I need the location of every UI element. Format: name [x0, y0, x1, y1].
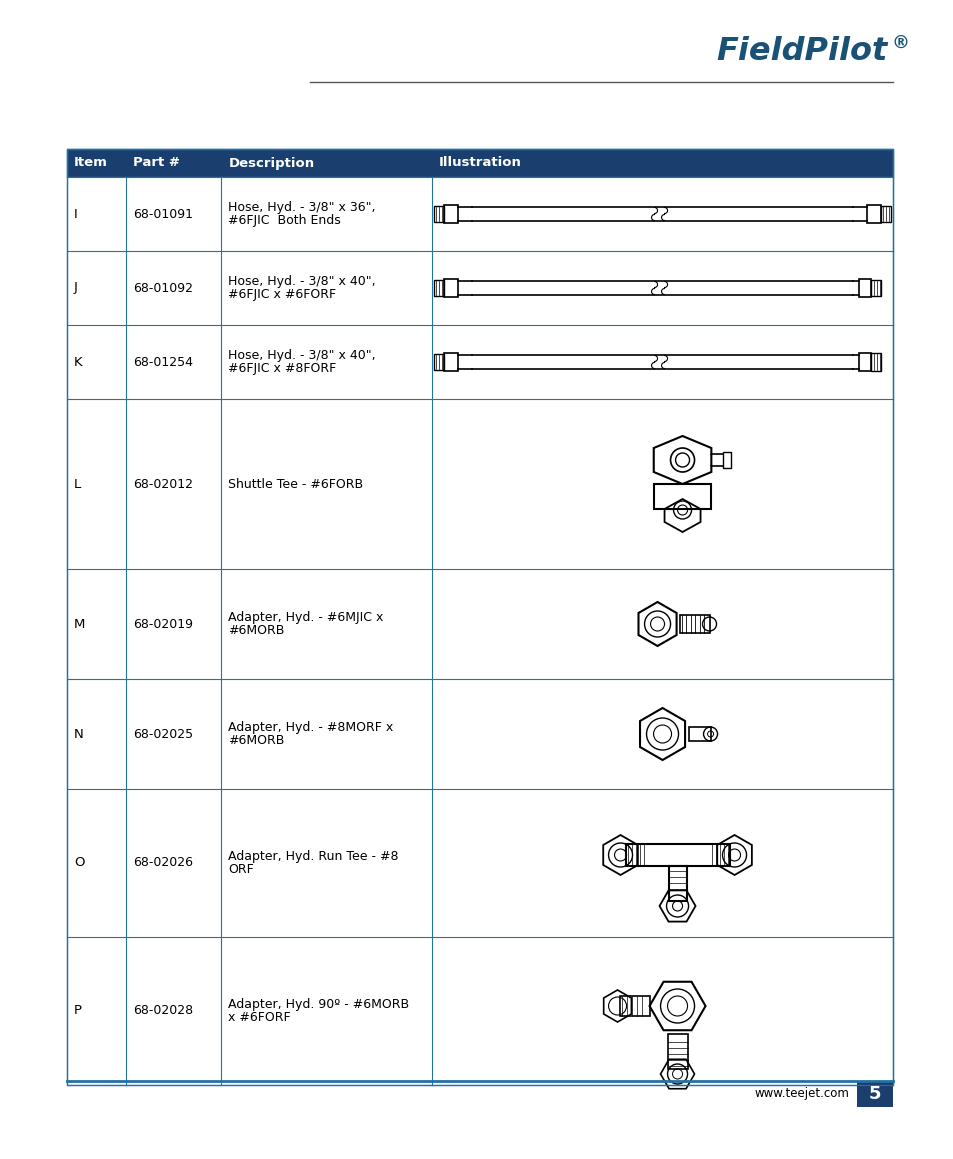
Text: M: M [74, 618, 85, 630]
Text: P: P [74, 1005, 82, 1018]
Text: www.teejet.com: www.teejet.com [753, 1087, 848, 1101]
Text: 68-02019: 68-02019 [133, 618, 193, 630]
Bar [67, 177, 892, 252]
Bar [870, 353, 880, 371]
Bar [67, 150, 892, 1085]
Text: 68-02025: 68-02025 [133, 728, 193, 741]
Bar [679, 615, 709, 633]
Text: #6MORB: #6MORB [228, 625, 285, 637]
Text: 68-01092: 68-01092 [133, 282, 193, 294]
Bar [67, 325, 892, 399]
Text: Shuttle Tee - #6FORB: Shuttle Tee - #6FORB [228, 478, 363, 490]
Bar [880, 206, 890, 223]
Bar [866, 205, 880, 223]
Text: Hose, Hyd. - 3/8" x 36",: Hose, Hyd. - 3/8" x 36", [228, 201, 375, 213]
Text: I: I [74, 207, 77, 220]
Text: K: K [74, 356, 83, 369]
Text: Part #: Part # [133, 156, 180, 169]
Bar [67, 679, 892, 789]
Bar [434, 280, 444, 296]
Bar [444, 205, 457, 223]
Text: J: J [74, 282, 78, 294]
Text: 68-02028: 68-02028 [133, 1005, 193, 1018]
Bar [434, 353, 444, 370]
Bar [67, 252, 892, 325]
Text: O: O [74, 857, 85, 869]
Text: FieldPilot: FieldPilot [716, 36, 887, 67]
Bar [858, 353, 870, 371]
Bar [444, 353, 457, 371]
Text: Hose, Hyd. - 3/8" x 40",: Hose, Hyd. - 3/8" x 40", [228, 275, 375, 287]
Text: L: L [74, 478, 81, 490]
Bar [722, 452, 731, 468]
Text: Adapter, Hyd. Run Tee - #8: Adapter, Hyd. Run Tee - #8 [228, 850, 398, 862]
Text: 68-02026: 68-02026 [133, 857, 193, 869]
Text: Adapter, Hyd. 90º - #6MORB: Adapter, Hyd. 90º - #6MORB [228, 998, 409, 1011]
Bar [688, 727, 710, 741]
Text: 5: 5 [868, 1085, 881, 1103]
Text: 68-01254: 68-01254 [133, 356, 193, 369]
Text: x #6FORF: x #6FORF [228, 1012, 291, 1025]
Bar [444, 279, 457, 297]
Text: #6FJIC x #6FORF: #6FJIC x #6FORF [228, 289, 336, 301]
Text: ORF: ORF [228, 863, 253, 876]
Text: 68-01091: 68-01091 [133, 207, 193, 220]
Bar [67, 936, 892, 1085]
Bar [653, 484, 711, 509]
Bar [856, 1081, 892, 1107]
Text: Illustration: Illustration [438, 156, 521, 169]
Bar [667, 1034, 687, 1069]
Text: 68-02012: 68-02012 [133, 478, 193, 490]
Bar [67, 569, 892, 679]
Text: Adapter, Hyd. - #8MORF x: Adapter, Hyd. - #8MORF x [228, 721, 394, 734]
Text: Adapter, Hyd. - #6MJIC x: Adapter, Hyd. - #6MJIC x [228, 611, 383, 624]
Bar [67, 399, 892, 569]
Text: Hose, Hyd. - 3/8" x 40",: Hose, Hyd. - 3/8" x 40", [228, 349, 375, 362]
Bar [668, 866, 686, 901]
Bar [618, 996, 649, 1016]
Text: Description: Description [228, 156, 314, 169]
Text: #6FJIC x #8FORF: #6FJIC x #8FORF [228, 363, 336, 376]
Text: #6MORB: #6MORB [228, 735, 285, 748]
Bar [858, 279, 870, 297]
Text: #6FJIC  Both Ends: #6FJIC Both Ends [228, 214, 341, 227]
Text: Item: Item [74, 156, 108, 169]
Bar [67, 150, 892, 177]
Text: N: N [74, 728, 84, 741]
Text: ®: ® [891, 35, 909, 53]
Bar [625, 844, 729, 866]
Bar [870, 280, 880, 296]
Bar [67, 789, 892, 936]
Bar [434, 206, 444, 223]
